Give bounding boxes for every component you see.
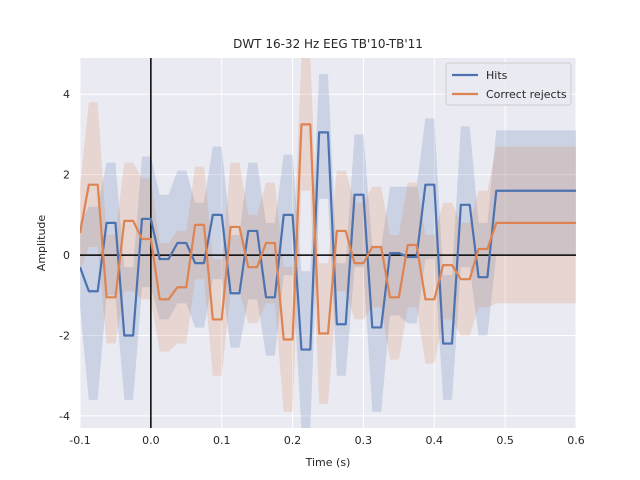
- x-tick-label: 0.0: [142, 434, 160, 447]
- x-tick-label: 0.3: [355, 434, 373, 447]
- x-tick-labels: -0.1 0.0 0.1 0.2 0.3 0.4 0.5 0.6: [69, 434, 584, 447]
- x-tick-label: 0.1: [213, 434, 231, 447]
- legend-label: Hits: [486, 69, 508, 82]
- y-tick-label: 0: [63, 249, 70, 262]
- x-tick-label: 0.5: [496, 434, 514, 447]
- y-tick-label: 4: [63, 88, 70, 101]
- x-axis-label: Time (s): [305, 456, 351, 469]
- x-tick-label: -0.1: [69, 434, 90, 447]
- y-tick-label: 2: [63, 169, 70, 182]
- x-tick-label: 0.6: [567, 434, 585, 447]
- series-lines: [80, 123, 576, 351]
- chart-title: DWT 16-32 Hz EEG TB'10-TB'11: [233, 37, 423, 51]
- y-tick-label: -4: [59, 410, 70, 423]
- series-line-correct-rejects: [80, 123, 576, 341]
- plot-area: [80, 58, 576, 428]
- y-tick-labels: -4 -2 0 2 4: [59, 88, 70, 423]
- legend: Hits Correct rejects: [445, 62, 572, 106]
- x-tick-label: 0.2: [284, 434, 302, 447]
- y-axis-label: Amplitude: [35, 215, 48, 272]
- x-tick-label: 0.4: [426, 434, 444, 447]
- y-tick-label: -2: [59, 330, 70, 343]
- band-correct-rejects: [80, 58, 576, 412]
- legend-label: Correct rejects: [486, 88, 567, 101]
- series-line-hits: [80, 131, 576, 351]
